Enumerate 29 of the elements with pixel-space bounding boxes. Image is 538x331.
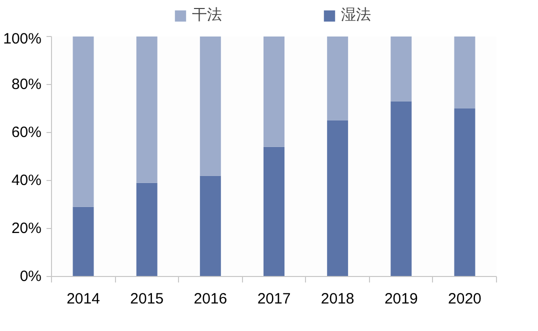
bar [390,36,412,102]
bar [454,36,476,108]
bar [390,101,412,276]
y-tick-label: 40% [11,172,42,189]
y-tick-label: 0% [20,268,42,285]
legend-label: 干法 [192,6,222,24]
bar [200,36,221,176]
x-tick-label: 2015 [130,290,164,308]
y-tick-label: 60% [11,124,42,141]
bar [200,176,221,276]
bar [136,36,158,183]
bar [264,146,284,276]
x-tick-label: 2016 [194,290,228,308]
y-tick-label: 100% [3,30,42,48]
bar [454,108,476,276]
x-tick-label: 2020 [448,290,482,308]
legend-label: 湿法 [341,6,371,24]
bar [327,120,348,276]
bar [327,36,348,120]
x-tick-label: 2014 [66,290,100,308]
x-tick-label: 2019 [384,290,418,308]
y-tick-label: 80% [11,76,42,93]
x-tick-label: 2018 [320,290,354,308]
bar [136,182,158,276]
bar [264,36,284,147]
bar [72,36,94,207]
x-tick-label: 2017 [257,290,291,308]
y-tick-label: 20% [11,220,42,237]
bar [72,206,94,276]
